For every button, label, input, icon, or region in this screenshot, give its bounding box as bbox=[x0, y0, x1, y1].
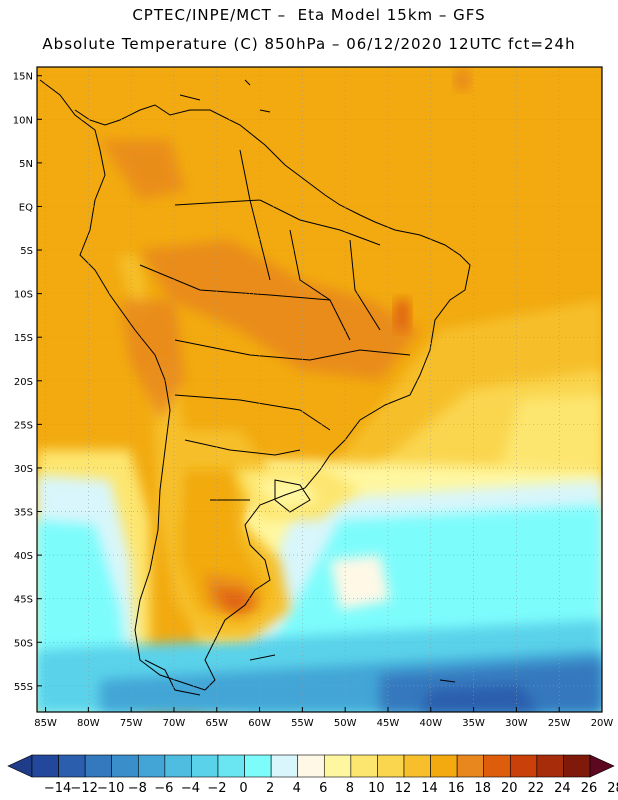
colorbar-swatch bbox=[536, 754, 564, 778]
lat-tick-label: 5N bbox=[19, 159, 33, 170]
colorbar-label: 4 bbox=[292, 781, 301, 796]
colorbar-label: 26 bbox=[580, 781, 598, 796]
colorbar-label: −8 bbox=[127, 781, 147, 796]
colorbar-swatch bbox=[483, 754, 511, 778]
colorbar-swatch bbox=[456, 754, 485, 778]
map-title: CPTEC/INPE/MCT – Eta Model 15km – GFS bbox=[132, 6, 486, 24]
lon-tick-label: 40W bbox=[419, 718, 442, 729]
lat-tick-label: 25S bbox=[14, 420, 33, 431]
lat-tick-label: 15S bbox=[14, 333, 33, 344]
colorbar-swatch bbox=[58, 754, 86, 778]
colorbar-swatch bbox=[403, 754, 431, 778]
colorbar-label: 22 bbox=[527, 781, 545, 796]
colorbar-swatch bbox=[191, 754, 219, 778]
colorbar-label: −6 bbox=[154, 781, 174, 796]
lat-tick-label: 15N bbox=[13, 72, 33, 83]
colorbar-label: 16 bbox=[447, 781, 465, 796]
colorbar-swatch bbox=[84, 754, 113, 778]
colorbar-swatch bbox=[509, 754, 538, 778]
colorbar-label: 20 bbox=[501, 781, 518, 796]
lon-tick-label: 20W bbox=[591, 718, 614, 729]
colorbar-swatch bbox=[377, 754, 405, 778]
lon-tick-label: 25W bbox=[548, 718, 571, 729]
colorbar-label: 0 bbox=[239, 781, 248, 796]
colorbar-min-arrow bbox=[7, 754, 33, 778]
colorbar-label: 6 bbox=[319, 781, 328, 796]
lon-axis: 85W 80W 75W 70W 65W 60W 55W 50W 45W 40W 35W 30W 25W 2… bbox=[34, 707, 613, 729]
colorbar-swatch bbox=[137, 754, 166, 778]
colorbar-label: 12 bbox=[394, 781, 412, 796]
lat-tick-label: 10S bbox=[14, 290, 33, 301]
colorbar-label: 18 bbox=[474, 781, 491, 796]
colorbar-label: 8 bbox=[345, 781, 354, 796]
map-subtitle: Absolute Temperature (C) 850hPa – 06/12/… bbox=[42, 35, 576, 53]
colorbar-swatch bbox=[430, 754, 458, 778]
lon-tick-label: 55W bbox=[291, 718, 314, 729]
lon-tick-label: 75W bbox=[120, 718, 143, 729]
colorbar-label: 28 bbox=[607, 781, 618, 796]
colorbar-label: −12 bbox=[70, 781, 98, 796]
colorbar-swatch bbox=[297, 754, 325, 778]
colorbar-label: 24 bbox=[554, 781, 571, 796]
colorbar-label: 14 bbox=[421, 781, 438, 796]
lon-tick-label: 35W bbox=[462, 718, 485, 729]
colorbar-swatch bbox=[31, 754, 59, 778]
colorbar-swatch bbox=[270, 754, 299, 778]
colorbar bbox=[7, 754, 615, 778]
colorbar-label: −14 bbox=[43, 781, 72, 796]
lon-tick-label: 65W bbox=[205, 718, 228, 729]
lon-tick-label: 60W bbox=[248, 718, 271, 729]
lat-tick-label: 35S bbox=[14, 508, 33, 519]
lat-tick-label: 20S bbox=[14, 377, 33, 388]
colorbar-label: 2 bbox=[266, 781, 275, 796]
lat-tick-label: 40S bbox=[14, 551, 33, 562]
lon-tick-label: 50W bbox=[334, 718, 357, 729]
colorbar-swatch bbox=[350, 754, 378, 778]
colorbar-swatch bbox=[111, 754, 139, 778]
map-frame bbox=[36, 66, 603, 713]
lon-tick-label: 80W bbox=[77, 718, 100, 729]
colorbar-swatch bbox=[563, 754, 591, 778]
coastlines bbox=[39, 79, 471, 696]
colorbar-label: −2 bbox=[207, 781, 227, 796]
lon-tick-label: 45W bbox=[377, 718, 400, 729]
lat-tick-label: 45S bbox=[14, 595, 33, 606]
lat-tick-label: EQ bbox=[19, 202, 33, 213]
colorbar-max-arrow bbox=[589, 754, 615, 778]
temperature-field bbox=[37, 67, 602, 712]
lat-tick-label: 55S bbox=[14, 682, 33, 693]
colorbar-label: −4 bbox=[180, 781, 201, 796]
colorbar-swatch bbox=[323, 754, 352, 778]
colorbar-labels: −14 −12 −10 −8 −6 −4 −2 0 2 4 6 8 10 12 14 16 18 20 22 24 26… bbox=[0, 781, 618, 799]
colorbar-label: 10 bbox=[368, 781, 385, 796]
lat-axis: 15N 10N 5N EQ 5S 10S 15S 20S 25S 30S 35S 40S 45S 50S 5… bbox=[13, 72, 42, 693]
colorbar-swatch bbox=[244, 754, 272, 778]
lat-tick-label: 30S bbox=[14, 464, 33, 475]
colorbar-swatch bbox=[217, 754, 245, 778]
lat-tick-label: 5S bbox=[20, 246, 33, 257]
lon-tick-label: 85W bbox=[34, 718, 57, 729]
lat-tick-label: 50S bbox=[14, 638, 33, 649]
lat-tick-label: 10N bbox=[13, 115, 33, 126]
colorbar-swatch bbox=[164, 754, 192, 778]
colorbar-label: −10 bbox=[96, 781, 125, 796]
lon-tick-label: 70W bbox=[163, 718, 186, 729]
lon-tick-label: 30W bbox=[505, 718, 528, 729]
